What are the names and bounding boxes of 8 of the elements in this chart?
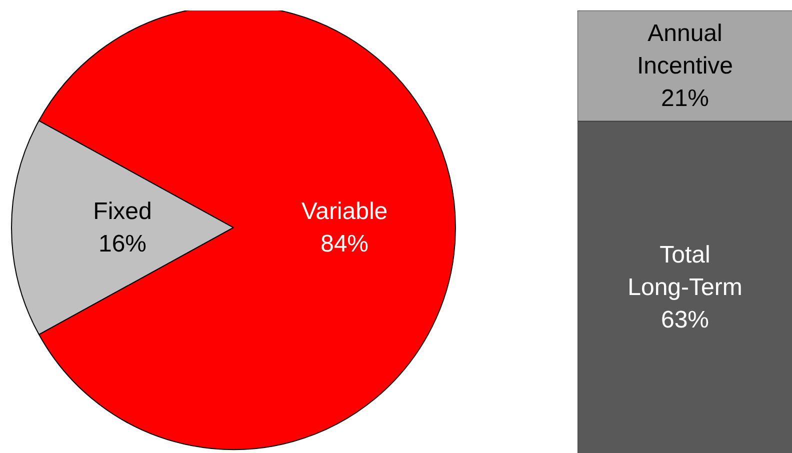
- slice-label: Variable: [301, 198, 388, 225]
- series-label: Total Long-Term: [628, 241, 742, 301]
- data-label: 21%: [660, 84, 710, 112]
- data-label: 63%: [660, 306, 710, 334]
- data-label: 84%: [320, 230, 369, 258]
- series-label: Annual Incentive: [636, 20, 734, 80]
- slice-label: Fixed: [93, 198, 152, 225]
- data-label: 16%: [98, 230, 147, 258]
